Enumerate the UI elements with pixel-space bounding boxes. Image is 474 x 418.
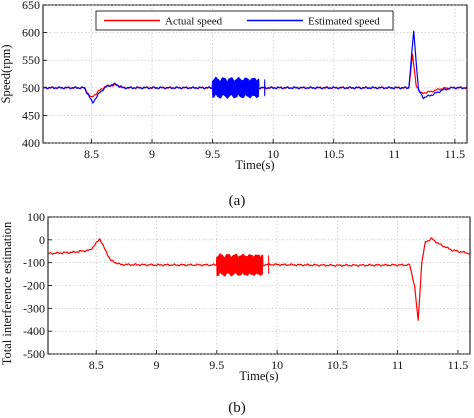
y-tick-label: 650	[22, 0, 40, 12]
chart-b-interference: 8.5 9 9.5 10 10.5 11 11.5 -500 -400 -300 -200 -100…	[0, 210, 471, 416]
legend-label-estimated-speed: Estimated speed	[308, 16, 380, 28]
y-tick-label: 100	[27, 210, 45, 224]
x-tick-label: 9.5	[205, 147, 220, 161]
y-tick-label: 500	[22, 81, 40, 95]
y-tick-label: 400	[22, 136, 40, 150]
series-line-interference	[47, 237, 471, 321]
y-tick-label: -200	[23, 279, 45, 293]
chart-b-series-lines	[47, 237, 471, 321]
x-tick-label: 10.5	[323, 147, 344, 161]
x-tick-label: 9	[154, 358, 160, 372]
chart-b-caption: (b)	[228, 400, 246, 416]
chart-b-x-axis-title: Time(s)	[239, 369, 278, 383]
y-tick-label: -100	[23, 256, 45, 270]
x-tick-label: 10	[271, 358, 283, 372]
y-tick-label: 550	[22, 53, 40, 67]
chart-b-y-tick-labels: -500 -400 -300 -200 -100 0 100	[23, 210, 45, 361]
x-tick-label: 11	[389, 147, 401, 161]
chart-a-y-tick-labels: 400 450 500 550 600 650	[22, 0, 40, 150]
x-tick-label: 8.5	[84, 147, 99, 161]
chart-a-grid	[43, 4, 467, 144]
x-tick-label: 9	[149, 147, 155, 161]
x-tick-label: 11	[392, 358, 404, 372]
y-tick-label: 0	[39, 233, 45, 247]
legend-box	[95, 10, 394, 31]
x-tick-label: 10.5	[327, 358, 348, 372]
chart-b-x-tick-labels: 8.5 9 9.5 10 10.5 11 11.5	[89, 358, 468, 372]
y-tick-label: -500	[23, 347, 45, 361]
chart-b-grid	[48, 216, 470, 355]
x-tick-label: 10	[267, 147, 279, 161]
y-tick-label: -400	[23, 324, 45, 338]
chart-a-y-axis-title: Speed(rpm)	[0, 44, 13, 103]
chart-a-legend: Actual speed Estimated speed	[95, 10, 394, 31]
chart-a-series-lines	[42, 30, 468, 104]
x-tick-label: 11.5	[448, 358, 469, 372]
series-line-estimated-speed	[42, 30, 468, 104]
chart-a-x-tick-labels: 8.5 9 9.5 10 10.5 11 11.5	[84, 147, 465, 161]
legend-label-actual-speed: Actual speed	[165, 16, 223, 28]
y-tick-label: 450	[22, 108, 40, 122]
y-tick-label: -300	[23, 301, 45, 315]
chart-a-x-axis-title: Time(s)	[235, 158, 274, 172]
chart-a-plot-area	[42, 4, 468, 144]
y-tick-label: 600	[22, 26, 40, 40]
chart-b-y-axis-title: Total interference estimation	[0, 221, 14, 365]
x-tick-label: 8.5	[89, 358, 104, 372]
x-tick-label: 9.5	[209, 358, 224, 372]
x-tick-label: 11.5	[445, 147, 466, 161]
chart-a-speed: 8.5 9 9.5 10 10.5 11 11.5 400 450 500 550 600 650 T…	[0, 0, 468, 209]
chart-a-caption: (a)	[229, 193, 246, 209]
